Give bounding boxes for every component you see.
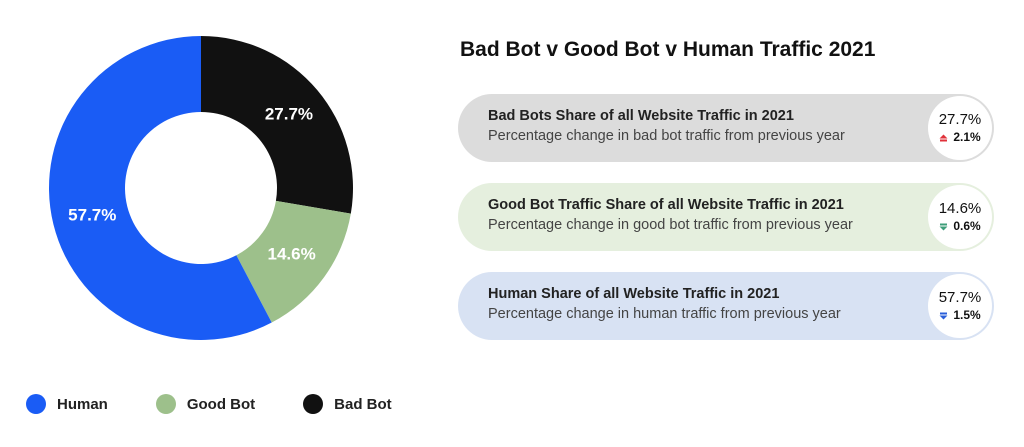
chart-legend: Human Good Bot Bad Bot <box>26 394 440 414</box>
stat-circle: 57.7% 1.5% <box>928 274 992 338</box>
legend-item-human: Human <box>26 394 108 414</box>
card-human: Human Share of all Website Traffic in 20… <box>458 272 994 340</box>
stat-value: 14.6% <box>938 200 982 217</box>
stat-circle: 14.6% 0.6% <box>928 185 992 249</box>
slice-label-human: 57.7% <box>68 205 116 224</box>
stat-change-value: 0.6% <box>953 219 981 233</box>
slice-label-good-bot: 14.6% <box>268 244 316 263</box>
slice-good-bot <box>236 200 351 323</box>
card-subtext: Percentage change in bad bot traffic fro… <box>488 128 845 144</box>
stat-change: 1.5% <box>939 308 981 323</box>
trend-down-icon <box>939 312 948 319</box>
card-subtext: Percentage change in good bot traffic fr… <box>488 217 853 233</box>
legend-label-good-bot: Good Bot <box>186 395 256 413</box>
legend-swatch-bad-bot <box>303 394 324 414</box>
donut-chart: 27.7% 14.6% 57.7% <box>49 36 354 340</box>
stat-value: 27.7% <box>938 111 982 128</box>
slice-human <box>49 36 272 340</box>
legend-label-human: Human <box>57 395 108 413</box>
trend-down-icon <box>939 223 948 230</box>
card-heading: Human Share of all Website Traffic in 20… <box>488 286 780 302</box>
legend-swatch-good-bot <box>155 394 176 414</box>
card-subtext: Percentage change in human traffic from … <box>488 306 841 322</box>
slice-bad-bot <box>201 36 354 214</box>
stat-change-value: 2.1% <box>953 130 981 144</box>
card-heading: Bad Bots Share of all Website Traffic in… <box>488 108 794 124</box>
trend-up-icon <box>939 134 948 141</box>
slice-label-bad-bot: 27.7% <box>265 104 313 123</box>
stat-change-value: 1.5% <box>953 308 981 322</box>
legend-swatch-human <box>26 394 46 414</box>
legend-item-good-bot: Good Bot <box>155 394 256 414</box>
card-bad-bot: Bad Bots Share of all Website Traffic in… <box>458 94 994 162</box>
stat-change: 2.1% <box>939 130 981 145</box>
stat-circle: 27.7% 2.1% <box>928 96 992 160</box>
chart-title: Bad Bot v Good Bot v Human Traffic 2021 <box>460 38 876 61</box>
legend-label-bad-bot: Bad Bot <box>334 395 392 413</box>
card-heading: Good Bot Traffic Share of all Website Tr… <box>488 197 844 213</box>
stat-change: 0.6% <box>939 219 981 234</box>
stat-value: 57.7% <box>938 289 982 306</box>
card-good-bot: Good Bot Traffic Share of all Website Tr… <box>458 183 994 251</box>
legend-item-bad-bot: Bad Bot <box>303 394 392 414</box>
